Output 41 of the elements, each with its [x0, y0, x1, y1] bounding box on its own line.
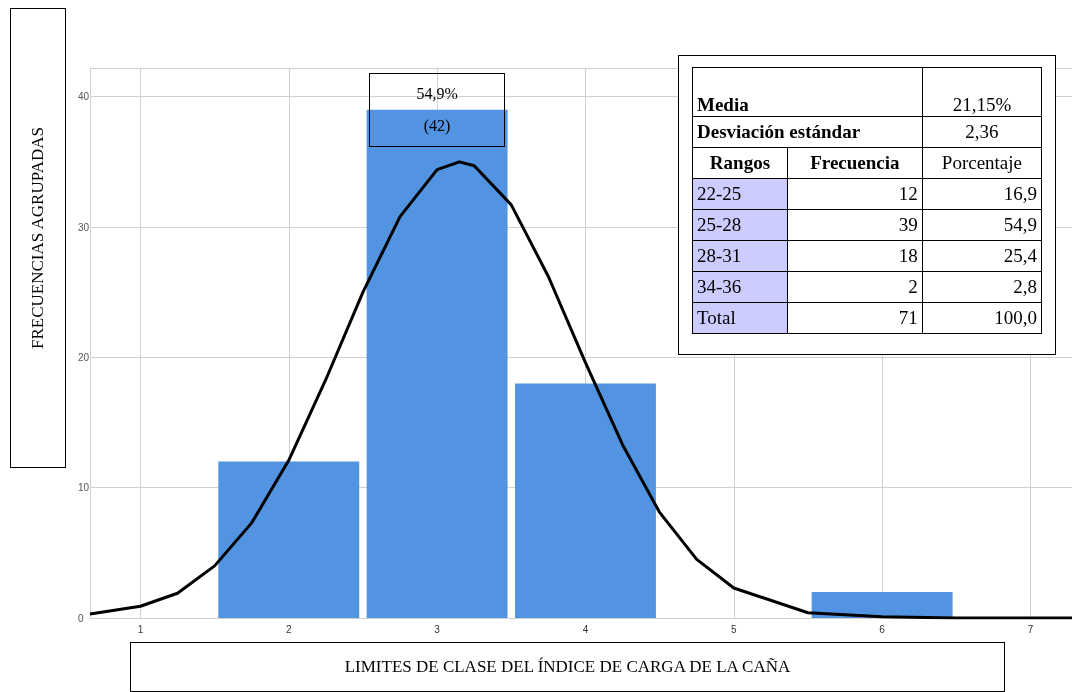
annotation: 16,9 — [922, 178, 1042, 210]
y-tick-label: 30 — [78, 221, 90, 233]
x-tick-label: 6 — [879, 623, 886, 635]
y-tick-label: 10 — [78, 482, 90, 494]
y-tick-label: 0 — [78, 612, 84, 624]
annotation: 2 — [787, 271, 923, 303]
x-tick-label: 7 — [1027, 623, 1034, 635]
bar — [811, 591, 953, 618]
x-tick-label: 4 — [582, 623, 589, 635]
y-axis-title: FRECUENCIAS AGRUPADAS — [28, 127, 48, 349]
x-tick-label: 1 — [137, 623, 144, 635]
annotation: 54,9% (42) — [369, 72, 506, 147]
annotation: 22-25 — [692, 178, 788, 210]
annotation: 2,8 — [922, 271, 1042, 303]
x-tick-label: 5 — [731, 623, 738, 635]
annotation: 28-31 — [692, 240, 788, 272]
annotation: 71 — [787, 302, 923, 334]
x-tick-label: 3 — [434, 623, 441, 635]
bar — [514, 383, 656, 618]
annotation: Total — [692, 302, 788, 334]
annotation: 100,0 — [922, 302, 1042, 334]
y-tick-label: 20 — [78, 351, 90, 363]
annotation: Frecuencia — [787, 147, 923, 179]
x-axis-title: LIMITES DE CLASE DEL ÍNDICE DE CARGA DE LA CAÑA — [130, 642, 1005, 692]
annotation: 25,4 — [922, 240, 1042, 272]
annotation: 21,15% — [922, 67, 1042, 117]
annotation: 25-28 — [692, 209, 788, 241]
annotation: 18 — [787, 240, 923, 272]
annotation: 54,9 — [922, 209, 1042, 241]
annotation: 34-36 — [692, 271, 788, 303]
annotation: 12 — [787, 178, 923, 210]
annotation: Desviación estándar — [692, 116, 923, 148]
x-tick-label: 2 — [285, 623, 292, 635]
y-tick-label: 40 — [78, 91, 90, 103]
annotation: 39 — [787, 209, 923, 241]
bar — [366, 109, 508, 618]
annotation: Rangos — [692, 147, 788, 179]
annotation: 2,36 — [922, 116, 1042, 148]
annotation: Porcentaje — [922, 147, 1042, 179]
annotation: Media — [692, 67, 923, 117]
bar — [218, 461, 360, 618]
